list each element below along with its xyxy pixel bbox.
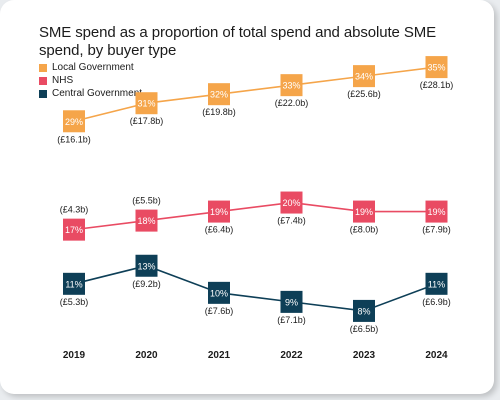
x-tick-label-2023: 2023 xyxy=(353,350,376,361)
spend-label-central-government-2020: (£9.2b) xyxy=(132,279,161,289)
data-point-local-government-2021 xyxy=(208,83,230,106)
spend-label-local-government-2024: (£28.1b) xyxy=(420,80,454,90)
data-label-nhs-2019: 17% xyxy=(65,225,83,235)
data-label-central-government-2019: 11% xyxy=(65,279,82,289)
spend-label-nhs-2022: (£7.4b) xyxy=(277,216,306,226)
spend-label-central-government-2024: (£6.9b) xyxy=(422,297,451,307)
legend-label-local-government: Local Government xyxy=(52,62,134,73)
legend-swatch-local-government xyxy=(39,63,47,72)
spend-label-nhs-2019: (£4.3b) xyxy=(60,205,89,215)
data-point-nhs-2022 xyxy=(280,191,303,214)
spend-label-local-government-2019: (£16.1b) xyxy=(57,134,91,144)
data-point-central-government-2024 xyxy=(425,272,448,295)
data-point-nhs-2021 xyxy=(208,200,230,223)
spend-label-nhs-2021: (£6.4b) xyxy=(205,225,234,235)
x-tick-label-2024: 2024 xyxy=(425,350,448,361)
data-label-local-government-2019: 29% xyxy=(65,117,83,127)
data-label-central-government-2021: 10% xyxy=(210,288,228,298)
data-point-local-government-2022 xyxy=(280,74,303,97)
series-line-central-government xyxy=(73,264,437,312)
spend-label-central-government-2021: (£7.6b) xyxy=(205,306,234,316)
line-chart: 2019 2020 2021 2022 2023 2024 29% (£16.1b) 31% (£… xyxy=(57,56,454,361)
data-point-local-government-2024 xyxy=(425,56,448,79)
legend-swatch-nhs xyxy=(39,76,47,85)
data-point-nhs-2020 xyxy=(135,209,158,232)
data-point-local-government-2023 xyxy=(353,65,375,88)
legend-swatch-central-government xyxy=(39,89,47,98)
spend-label-central-government-2023: (£6.5b) xyxy=(350,324,379,334)
data-point-central-government-2021 xyxy=(208,281,230,304)
data-point-central-government-2019 xyxy=(63,272,85,295)
data-label-central-government-2023: 8% xyxy=(357,306,370,316)
legend-item-nhs: NHS xyxy=(39,74,142,87)
x-tick-label-2022: 2022 xyxy=(280,350,303,361)
legend-label-nhs: NHS xyxy=(52,75,74,86)
x-tick-label-2020: 2020 xyxy=(135,350,158,361)
data-point-central-government-2020 xyxy=(135,254,158,277)
spend-label-local-government-2023: (£25.6b) xyxy=(347,89,381,99)
data-point-nhs-2023 xyxy=(353,200,375,223)
spend-label-local-government-2022: (£22.0b) xyxy=(275,98,309,108)
chart-legend: Local Government NHS Central Government xyxy=(39,61,142,100)
data-label-local-government-2021: 32% xyxy=(210,90,228,100)
series-line-local-government xyxy=(73,66,437,123)
x-tick-label-2019: 2019 xyxy=(63,350,86,361)
data-label-nhs-2021: 19% xyxy=(210,207,228,217)
data-label-local-government-2024: 35% xyxy=(427,63,445,73)
data-point-nhs-2019 xyxy=(63,218,85,241)
data-label-nhs-2020: 18% xyxy=(137,216,155,226)
chart-card: SME spend as a proportion of total spend… xyxy=(0,0,494,394)
spend-label-nhs-2020: (£5.5b) xyxy=(132,196,161,206)
data-label-central-government-2020: 13% xyxy=(137,261,155,271)
legend-item-local-government: Local Government xyxy=(39,61,142,74)
chart-title: SME spend as a proportion of total spend… xyxy=(39,24,437,59)
data-point-local-government-2019 xyxy=(63,110,85,133)
spend-label-local-government-2021: (£19.8b) xyxy=(202,107,236,117)
data-label-nhs-2023: 19% xyxy=(355,207,373,217)
data-point-local-government-2020 xyxy=(135,92,158,115)
data-label-nhs-2024: 19% xyxy=(427,207,445,217)
spend-label-local-government-2020: (£17.8b) xyxy=(130,116,164,126)
data-label-central-government-2022: 9% xyxy=(285,297,298,307)
spend-label-central-government-2019: (£5.3b) xyxy=(60,297,89,307)
data-label-local-government-2022: 33% xyxy=(282,81,300,91)
data-point-central-government-2022 xyxy=(280,290,303,313)
x-tick-label-2021: 2021 xyxy=(208,350,231,361)
legend-label-central-government: Central Government xyxy=(52,88,143,99)
spend-label-nhs-2024: (£7.9b) xyxy=(422,225,451,235)
data-label-nhs-2022: 20% xyxy=(282,198,300,208)
data-label-local-government-2023: 34% xyxy=(355,72,373,82)
data-point-nhs-2024 xyxy=(425,200,448,223)
spend-label-nhs-2023: (£8.0b) xyxy=(350,225,379,235)
data-point-central-government-2023 xyxy=(353,299,375,322)
spend-label-central-government-2022: (£7.1b) xyxy=(277,315,306,325)
legend-item-central-government: Central Government xyxy=(39,87,142,100)
series-line-nhs xyxy=(73,201,437,231)
data-label-local-government-2020: 31% xyxy=(137,99,155,109)
data-label-central-government-2024: 11% xyxy=(428,279,445,289)
